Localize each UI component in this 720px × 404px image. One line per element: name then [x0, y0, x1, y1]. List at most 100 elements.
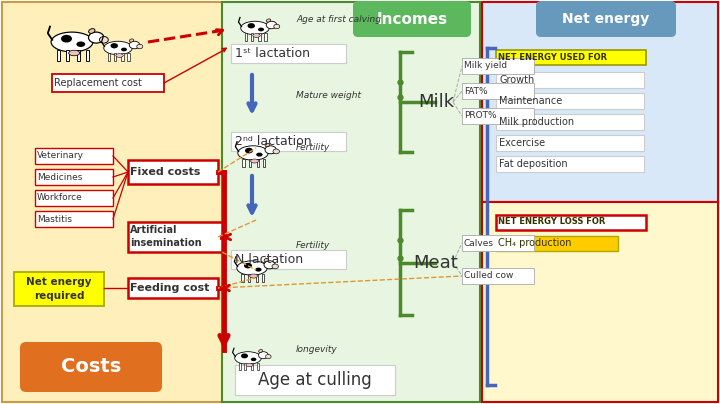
Ellipse shape	[258, 349, 263, 353]
Ellipse shape	[68, 50, 80, 56]
Ellipse shape	[130, 41, 140, 49]
Bar	[462, 108, 534, 124]
Bar	[231, 250, 346, 269]
Text: Replacement cost: Replacement cost	[54, 78, 142, 88]
Ellipse shape	[264, 258, 269, 262]
Ellipse shape	[61, 35, 72, 42]
Bar	[35, 190, 113, 206]
Ellipse shape	[89, 32, 104, 43]
Ellipse shape	[256, 153, 263, 157]
Text: Fertility: Fertility	[296, 240, 330, 250]
Text: FAT%: FAT%	[464, 86, 487, 95]
Ellipse shape	[104, 41, 132, 55]
Bar	[248, 274, 250, 282]
Bar	[496, 135, 644, 151]
Ellipse shape	[121, 48, 127, 51]
Bar	[35, 169, 113, 185]
Bar	[128, 278, 218, 298]
Ellipse shape	[248, 23, 255, 28]
Text: Mature weight: Mature weight	[296, 90, 361, 99]
Bar	[262, 274, 264, 282]
Text: Calves: Calves	[464, 238, 494, 248]
Ellipse shape	[251, 358, 256, 361]
Bar	[248, 159, 251, 166]
Bar	[244, 363, 246, 370]
Bar	[251, 363, 253, 370]
Ellipse shape	[246, 363, 253, 367]
Text: 1ˢᵗ lactation: 1ˢᵗ lactation	[235, 47, 310, 60]
Text: Milk: Milk	[418, 93, 454, 111]
Ellipse shape	[265, 146, 276, 154]
Text: Meat: Meat	[413, 253, 459, 271]
Bar	[2, 2, 472, 402]
Ellipse shape	[244, 263, 252, 268]
Text: NET ENERGY USED FOR: NET ENERGY USED FOR	[498, 53, 607, 62]
Ellipse shape	[110, 43, 118, 48]
Text: Milk production: Milk production	[499, 117, 574, 127]
Ellipse shape	[99, 36, 108, 43]
Text: NET ENERGY LOSS FOR: NET ENERGY LOSS FOR	[498, 217, 606, 227]
Text: Feeding cost: Feeding cost	[130, 283, 210, 293]
Bar	[462, 58, 534, 74]
Ellipse shape	[116, 54, 123, 57]
Bar	[496, 236, 618, 251]
Bar	[256, 274, 258, 282]
Bar	[235, 365, 395, 395]
Bar	[52, 74, 164, 92]
Text: insemination: insemination	[130, 238, 202, 248]
Bar	[114, 53, 116, 61]
Text: Age at first calving: Age at first calving	[296, 15, 381, 25]
Text: Growth: Growth	[499, 75, 534, 85]
Ellipse shape	[76, 42, 85, 47]
Text: Medicines: Medicines	[37, 173, 82, 181]
Bar	[128, 222, 222, 252]
Ellipse shape	[266, 21, 276, 29]
Bar	[231, 132, 346, 151]
FancyBboxPatch shape	[20, 342, 162, 392]
Text: Costs: Costs	[61, 358, 121, 377]
Text: Excercise: Excercise	[499, 138, 545, 148]
Ellipse shape	[264, 261, 275, 269]
Ellipse shape	[241, 354, 248, 358]
Bar	[127, 53, 130, 61]
Bar	[496, 215, 646, 230]
Text: longevity: longevity	[296, 345, 338, 354]
Bar	[128, 160, 218, 184]
Bar	[496, 93, 644, 109]
Ellipse shape	[274, 24, 280, 29]
Bar	[35, 211, 113, 227]
Ellipse shape	[253, 34, 260, 38]
Bar	[462, 83, 534, 99]
Text: Culled cow: Culled cow	[464, 271, 513, 280]
Text: 2ⁿᵈ lactation: 2ⁿᵈ lactation	[235, 135, 312, 148]
Bar	[496, 72, 644, 88]
Bar	[222, 2, 480, 402]
Text: Incomes: Incomes	[377, 11, 448, 27]
Ellipse shape	[258, 352, 269, 359]
Bar	[108, 53, 110, 61]
Bar	[231, 44, 346, 63]
Bar	[238, 363, 240, 370]
Text: Mastitis: Mastitis	[37, 215, 72, 223]
Text: Fertility: Fertility	[296, 143, 330, 152]
Ellipse shape	[89, 29, 95, 34]
Ellipse shape	[137, 44, 143, 49]
Text: required: required	[34, 291, 84, 301]
Ellipse shape	[251, 159, 258, 163]
FancyBboxPatch shape	[536, 1, 676, 37]
Bar	[242, 159, 245, 166]
Bar	[462, 268, 534, 284]
Bar	[251, 33, 253, 41]
Bar	[462, 235, 534, 251]
Text: N lactation: N lactation	[235, 253, 303, 266]
Text: Fat deposition: Fat deposition	[499, 159, 567, 169]
Bar	[264, 33, 266, 41]
Bar	[496, 50, 646, 65]
Bar	[482, 2, 718, 202]
Text: Workforce: Workforce	[37, 194, 83, 202]
Bar	[77, 50, 80, 61]
Ellipse shape	[266, 354, 271, 359]
Text: PROT%: PROT%	[464, 112, 497, 120]
Bar	[482, 202, 718, 402]
Bar	[263, 159, 266, 166]
